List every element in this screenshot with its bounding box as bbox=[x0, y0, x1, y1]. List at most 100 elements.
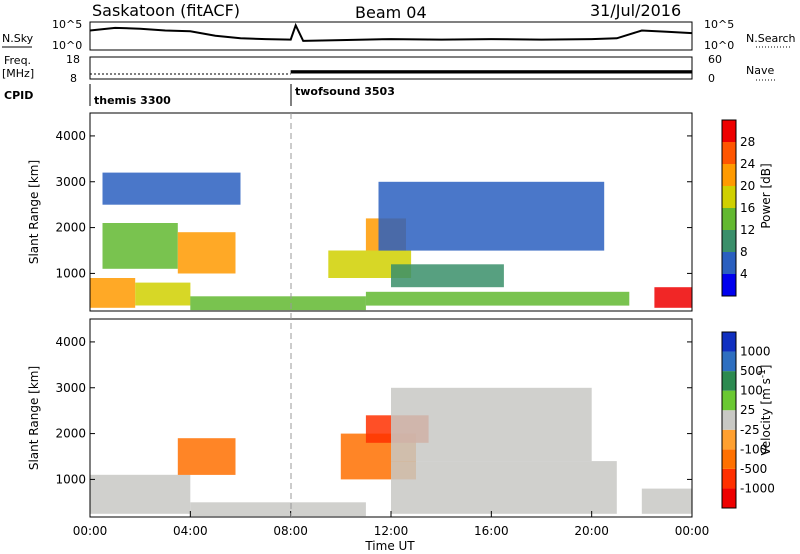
power-yticks: 1000 2000 3000 4000 bbox=[55, 129, 692, 280]
heat-region-7 bbox=[641, 488, 692, 514]
beam-title: Beam 04 bbox=[355, 3, 427, 22]
xtick-label-5: 20:00 bbox=[574, 524, 609, 538]
heat-region-1 bbox=[177, 438, 236, 475]
power-colorbar-frame bbox=[721, 119, 737, 297]
velocity-colorbar-tick-7: -1000 bbox=[740, 481, 775, 495]
nave-label: Nave bbox=[746, 64, 774, 77]
heat-region-0 bbox=[90, 474, 191, 514]
velocity-ytick-label-1: 2000 bbox=[55, 427, 86, 441]
velocity-colorbar-label: Velocity [m s-1] bbox=[758, 365, 773, 456]
velocity-colorbar-segment-5 bbox=[722, 390, 736, 411]
freq-frame bbox=[89, 56, 693, 80]
freq-panel: Freq. [MHz] 18 8 60 0 Nave bbox=[2, 53, 776, 85]
power-colorbar-tick-2: 12 bbox=[740, 223, 755, 237]
velocity-colorbar-segment-1 bbox=[722, 468, 736, 489]
power-colorbar-tick-6: 28 bbox=[740, 135, 755, 149]
freq-label-2: [MHz] bbox=[2, 67, 34, 80]
velocity-xlabel: Time UT bbox=[364, 539, 415, 553]
date-title: 31/Jul/2016 bbox=[590, 1, 681, 20]
power-colorbar-segment-4 bbox=[722, 186, 736, 208]
heat-region-6 bbox=[391, 387, 592, 462]
power-ytick-label-0: 1000 bbox=[55, 266, 86, 280]
nave-tick-high: 60 bbox=[708, 53, 722, 66]
heat-region-2 bbox=[190, 502, 366, 517]
velocity-cells bbox=[90, 387, 692, 517]
velocity-colorbar-tick-0: 1000 bbox=[740, 345, 771, 359]
velocity-colorbar-segment-2 bbox=[722, 449, 736, 469]
power-ytick-label-2: 3000 bbox=[55, 175, 86, 189]
velocity-colorbar-tick-4: -25 bbox=[740, 423, 760, 437]
power-colorbar-segment-6 bbox=[722, 142, 736, 164]
power-colorbar-tick-0: 4 bbox=[740, 267, 748, 281]
heat-region-5 bbox=[391, 461, 617, 514]
nsearch-label: N.Search bbox=[746, 32, 796, 45]
freq-tick-low: 8 bbox=[70, 72, 77, 85]
nave-tick-low: 0 bbox=[708, 72, 715, 85]
freq-series-twofsound bbox=[290, 70, 692, 74]
power-ylabel: Slant Range [km] bbox=[27, 160, 41, 264]
velocity-xticks: 00:00 04:00 08:00 12:00 16:00 20:00 00:00 bbox=[73, 511, 710, 538]
nsky-panel: N.Sky 10^5 10^0 10^5 10^0 N.Search bbox=[2, 18, 796, 52]
heat-region-1 bbox=[135, 282, 191, 306]
velocity-colorbar-tick-6: -500 bbox=[740, 462, 767, 476]
velocity-colorbar-segment-8 bbox=[722, 332, 736, 352]
nsky-series bbox=[89, 22, 693, 42]
power-colorbar-tick-3: 16 bbox=[740, 201, 755, 215]
xtick-label-1: 04:00 bbox=[173, 524, 208, 538]
station-title: Saskatoon (fitACF) bbox=[92, 1, 240, 20]
xtick-label-2: 08:00 bbox=[273, 524, 308, 538]
xtick-label-3: 12:00 bbox=[374, 524, 409, 538]
power-colorbar: 4 8 12 16 20 24 28 bbox=[721, 119, 755, 297]
power-heatmap: 1000 2000 3000 4000 Slant Range [km] 4 8 12 16… bbox=[27, 112, 773, 312]
xtick-label-0: 00:00 bbox=[73, 524, 108, 538]
power-ytick-label-3: 4000 bbox=[55, 129, 86, 143]
heat-region-0 bbox=[90, 278, 136, 308]
power-colorbar-segment-1 bbox=[722, 252, 736, 274]
power-colorbar-segment-0 bbox=[722, 274, 736, 296]
nsearch-tick-high: 10^5 bbox=[704, 18, 734, 31]
heat-region-3 bbox=[177, 232, 236, 274]
xtick-label-4: 16:00 bbox=[474, 524, 509, 538]
nsky-tick-low: 10^0 bbox=[52, 39, 82, 52]
cpid-label: CPID bbox=[4, 89, 33, 102]
power-colorbar-segment-3 bbox=[722, 208, 736, 230]
freq-label-1: Freq. bbox=[4, 54, 31, 67]
velocity-ylabel: Slant Range [km] bbox=[27, 366, 41, 470]
velocity-colorbar-segment-6 bbox=[722, 371, 736, 391]
cpid-panel: CPID themis 3300 twofsound 3503 bbox=[4, 84, 395, 107]
power-colorbar-tick-4: 20 bbox=[740, 179, 755, 193]
power-frame bbox=[89, 112, 693, 312]
nsky-frame bbox=[89, 21, 693, 51]
cpid-mode-2: twofsound 3503 bbox=[295, 85, 395, 98]
nsky-tick-high: 10^5 bbox=[52, 18, 82, 31]
power-colorbar-tick-5: 24 bbox=[740, 157, 755, 171]
velocity-colorbar-tick-5: -100 bbox=[740, 442, 767, 456]
velocity-colorbar-segment-7 bbox=[722, 351, 736, 372]
power-colorbar-tick-1: 8 bbox=[740, 245, 748, 259]
heat-region-5 bbox=[190, 296, 366, 311]
power-ytick-label-1: 2000 bbox=[55, 221, 86, 235]
power-colorbar-segment-7 bbox=[722, 120, 736, 142]
velocity-heatmap: 1000 2000 3000 4000 00:00 04:00 08:00 12:00 16:… bbox=[27, 318, 775, 553]
heat-region-4 bbox=[102, 172, 241, 205]
velocity-ytick-label-3: 4000 bbox=[55, 335, 86, 349]
velocity-colorbar-tick-3: 25 bbox=[740, 403, 755, 417]
heat-region-10 bbox=[365, 291, 630, 306]
cpid-mode-1: themis 3300 bbox=[94, 94, 171, 107]
velocity-ytick-label-2: 3000 bbox=[55, 381, 86, 395]
power-colorbar-segment-5 bbox=[722, 164, 736, 186]
nsearch-tick-low: 10^0 bbox=[704, 39, 734, 52]
heat-region-11 bbox=[654, 287, 692, 308]
xtick-label-6: 00:00 bbox=[675, 524, 710, 538]
velocity-yticks: 1000 2000 3000 4000 bbox=[55, 335, 692, 486]
velocity-colorbar-tick-2: 100 bbox=[740, 384, 763, 398]
freq-tick-high: 18 bbox=[66, 53, 80, 66]
velocity-colorbar-tick-1: 500 bbox=[740, 364, 763, 378]
power-colorbar-label: Power [dB] bbox=[759, 163, 773, 228]
velocity-colorbar-segment-0 bbox=[722, 488, 736, 508]
nsky-label: N.Sky bbox=[2, 32, 34, 45]
velocity-ytick-label-0: 1000 bbox=[55, 472, 86, 486]
velocity-colorbar-segment-3 bbox=[722, 429, 736, 450]
heat-region-9 bbox=[378, 181, 605, 251]
velocity-colorbar-segment-4 bbox=[722, 410, 736, 430]
